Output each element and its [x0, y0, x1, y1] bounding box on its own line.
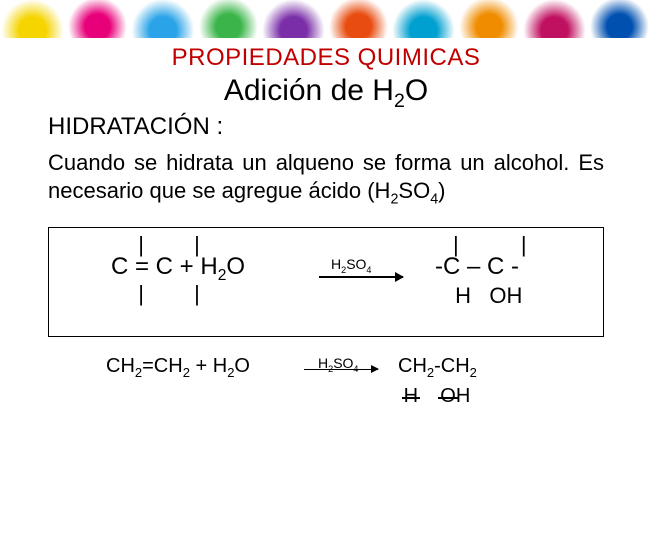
reaction-2-labels: H OH [398, 385, 470, 408]
rx1-bonds-bot: | | [111, 287, 245, 300]
rx2-ls2: 2 [183, 365, 190, 380]
description-paragraph: Cuando se hidrata un alqueno se forma un… [48, 149, 604, 209]
rx1-cat-2: SO [346, 256, 366, 272]
title2-post: O [405, 74, 428, 107]
reaction-2-catalyst: H2SO4 [318, 355, 358, 374]
rx1-right-bonds: | | [435, 238, 555, 251]
reaction-1-product: | | -C – C - H OH [435, 238, 555, 309]
rx2-r1: CH [398, 355, 427, 377]
title2-pre: Adición de H [224, 74, 394, 107]
rx2-lab-h2: H [456, 385, 470, 407]
rx1-lab-h: H [455, 283, 471, 308]
rx1-right-labels: H OH [435, 283, 555, 309]
para-sub2: 4 [430, 191, 438, 207]
reaction-1-reactant: | | C = C + H2O | | [111, 238, 245, 300]
reaction-2-reactant: CH2=CH2 + H2O [106, 355, 250, 380]
rx1-bonds-top: | | [111, 238, 245, 251]
reaction-1-catalyst: H2SO4 [331, 256, 371, 275]
reaction-1-arrow-icon [319, 276, 403, 278]
rx2-lab-o-struck: O [440, 385, 456, 408]
page-title-1: PROPIEDADES QUIMICAS [0, 44, 652, 72]
rx1-cat-1: H [331, 256, 341, 272]
para-pre: Cuando se hidrata un alqueno se forma un… [48, 150, 604, 203]
rx1-right-main: -C – C - [435, 253, 555, 281]
page-title-2: Adición de H2O [0, 74, 652, 113]
section-label: HIDRATACIÓN : [48, 113, 652, 141]
title2-sub: 2 [394, 90, 405, 112]
rx2-l1: CH [106, 355, 135, 377]
rx1-left-main: C = C + H2O [111, 253, 245, 285]
rx1-left-main-2: O [226, 253, 245, 280]
rx2-l4: O [234, 355, 250, 377]
reaction-2-line: CH2=CH2 + H2O H2SO4 CH2-CH2 H OH [48, 355, 604, 425]
para-post: ) [438, 178, 445, 203]
rx2-r2: -CH [434, 355, 470, 377]
rx1-lab-oh: OH [489, 283, 522, 308]
rx2-lab-h-struck: H [404, 385, 418, 408]
para-mid: SO [398, 178, 430, 203]
rx1-left-main-1: C = C + H [111, 253, 218, 280]
reaction-1-box: | | C = C + H2O | | H2SO4 | | -C – C - H… [48, 227, 604, 337]
rx2-rs2: 2 [470, 365, 477, 380]
top-color-banner [0, 0, 652, 38]
rx2-l2: =CH [142, 355, 183, 377]
reaction-2-product: CH2-CH2 [398, 355, 477, 380]
reaction-2-arrow-icon [304, 369, 378, 371]
rx2-l3: + H [190, 355, 227, 377]
rx1-cat-s2: 4 [366, 265, 371, 275]
